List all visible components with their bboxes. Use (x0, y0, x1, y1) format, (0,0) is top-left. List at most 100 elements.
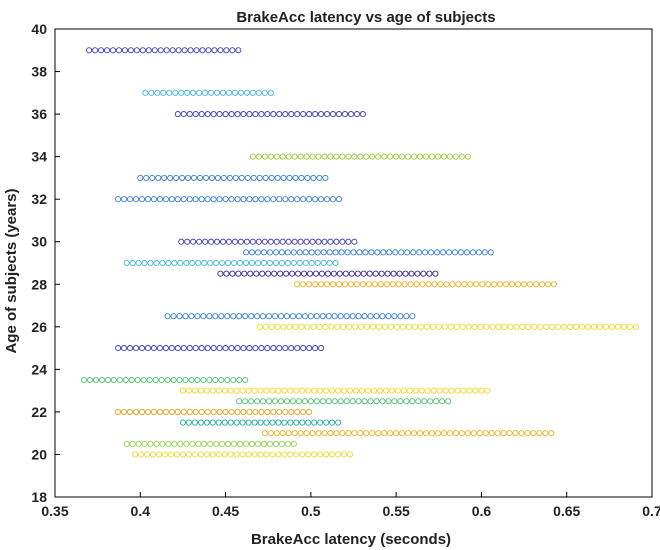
data-point (352, 323, 359, 330)
data-point (397, 313, 404, 320)
data-point (439, 249, 447, 256)
data-point (188, 376, 195, 384)
data-point (404, 249, 411, 256)
data-point (518, 430, 525, 437)
data-point (300, 345, 307, 352)
data-point (174, 345, 181, 352)
data-point (379, 313, 386, 320)
data-point (227, 387, 234, 394)
data-point (189, 440, 196, 447)
data-point (165, 440, 172, 447)
data-point (584, 323, 592, 330)
data-point (312, 345, 319, 352)
data-point (561, 323, 568, 330)
data-point (267, 238, 274, 245)
data-point (317, 419, 324, 426)
data-point (141, 259, 148, 267)
data-point (312, 270, 320, 277)
data-point (143, 174, 150, 181)
data-point (216, 408, 223, 415)
data-point (385, 313, 392, 320)
data-point (428, 430, 436, 437)
data-point (303, 238, 310, 245)
data-point (239, 387, 246, 394)
data-point (422, 153, 430, 160)
data-point (353, 281, 360, 288)
data-point (324, 281, 331, 288)
data-point (335, 451, 342, 458)
data-point (260, 313, 267, 320)
data-point (240, 345, 247, 352)
data-point (254, 440, 262, 447)
data-point (442, 387, 449, 394)
data-point (234, 345, 241, 352)
data-point (227, 419, 234, 426)
data-point (358, 323, 365, 330)
data-point (267, 153, 274, 160)
data-point (269, 451, 276, 458)
data-point (222, 345, 229, 352)
data-point (300, 281, 307, 288)
x-tick-label: 0.35 (41, 503, 68, 519)
data-point (313, 313, 320, 320)
data-point (173, 174, 180, 181)
data-point (405, 153, 412, 160)
data-point (242, 249, 250, 256)
data-point (198, 111, 205, 118)
data-point (234, 196, 241, 203)
data-point (248, 259, 256, 267)
data-point (409, 313, 416, 320)
data-point (465, 323, 472, 330)
data-point (228, 196, 235, 203)
data-point (281, 419, 288, 426)
data-point (246, 408, 253, 415)
data-point (215, 419, 222, 426)
data-point (323, 387, 330, 394)
data-point (123, 440, 130, 447)
data-point (419, 281, 426, 288)
data-point (324, 196, 331, 203)
data-point (327, 238, 334, 245)
data-point (150, 451, 157, 458)
series-0 (86, 47, 242, 54)
data-point (98, 376, 105, 384)
y-tick-label: 40 (31, 21, 47, 37)
data-point (330, 270, 337, 277)
data-point (132, 345, 140, 352)
data-point (488, 430, 495, 437)
data-point (409, 398, 416, 405)
data-point (240, 111, 247, 118)
data-point (341, 387, 348, 394)
series-14 (80, 376, 249, 384)
data-point (354, 270, 361, 277)
data-point (98, 47, 105, 54)
data-point (196, 238, 203, 245)
data-point (115, 47, 123, 54)
data-point (294, 345, 301, 352)
y-axis-label: Age of subjects (years) (3, 188, 20, 353)
data-point (273, 430, 280, 437)
data-point (418, 387, 425, 394)
data-point (167, 451, 175, 458)
data-point (337, 398, 344, 405)
data-point (314, 259, 321, 267)
data-point (278, 440, 285, 447)
data-point (208, 174, 215, 181)
data-point (548, 430, 555, 437)
data-point (162, 196, 169, 203)
data-point (382, 323, 389, 330)
data-point (175, 47, 182, 54)
data-point (253, 270, 260, 277)
data-point (222, 196, 229, 203)
series-4 (137, 174, 329, 181)
data-point (153, 259, 160, 267)
data-point (288, 196, 295, 203)
data-point (293, 419, 300, 426)
data-point (315, 153, 322, 160)
data-point (376, 323, 383, 330)
data-point (346, 323, 353, 330)
data-point (363, 153, 370, 160)
data-point (267, 430, 274, 437)
data-point (159, 440, 166, 447)
data-point (237, 440, 244, 447)
